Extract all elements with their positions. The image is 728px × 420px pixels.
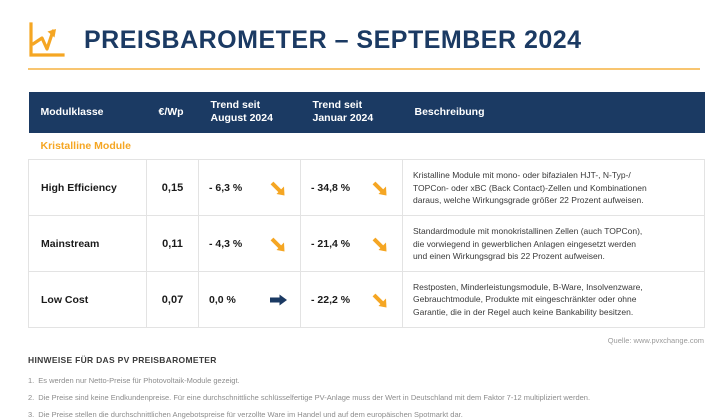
note-item: 3. Die Preise stellen die durchschnittlic…: [28, 410, 728, 420]
arrow-down-right-icon: [370, 290, 390, 310]
note-item: 2. Die Preise sind keine Endkundenpreise.…: [28, 393, 728, 403]
cell-trend-januar: - 22,2 %: [300, 271, 403, 329]
arrow-down-right-icon: [268, 178, 288, 198]
note-text: Die Preise stellen die durchschnittliche…: [38, 410, 463, 420]
cell-eur-wp: 0,11: [146, 215, 199, 273]
barometer-table: Modulklasse €/Wp Trend seit August 2024 …: [28, 92, 705, 329]
cell-eur-wp: 0,07: [146, 271, 199, 329]
arrow-down-right-icon: [370, 178, 390, 198]
cell-modulklasse: Low Cost: [28, 271, 147, 329]
note-number: 2.: [28, 393, 35, 403]
cell-beschreibung: Kristalline Module mit mono- oder bifazi…: [402, 159, 705, 217]
cell-modulklasse: High Efficiency: [28, 159, 147, 217]
table-group-row: Kristalline Module: [28, 133, 705, 161]
column-header-trend-august-line1: Trend seit: [210, 99, 261, 111]
table-body: Kristalline Module High Efficiency 0,15 …: [28, 133, 705, 329]
cell-modulklasse: Mainstream: [28, 215, 147, 273]
trend-august-value: - 6,3 %: [209, 181, 243, 194]
table-header: Modulklasse €/Wp Trend seit August 2024 …: [28, 92, 705, 134]
table-row: Mainstream 0,11 - 4,3 %: [28, 215, 705, 273]
desc-line-2: TOPCon- oder xBC (Back Contact)-Zellen u…: [413, 182, 647, 193]
column-header-trend-august: Trend seit August 2024: [198, 92, 301, 134]
cell-trend-januar: - 21,4 %: [300, 215, 403, 273]
note-number: 1.: [28, 376, 35, 386]
arrow-right-icon: [268, 290, 288, 310]
cell-trend-august: - 6,3 %: [198, 159, 301, 217]
desc-line-2: die vorwiegend in gewerblichen Anlagen e…: [413, 238, 637, 249]
desc-line-2: Gebrauchtmodule, Produkte mit eingeschrä…: [413, 294, 637, 305]
cell-trend-august: - 4,3 %: [198, 215, 301, 273]
note-item: 1. Es werden nur Netto-Preise für Photovo…: [28, 376, 728, 386]
header-divider: [28, 68, 700, 70]
note-text: Die Preise sind keine Endkundenpreise. F…: [38, 393, 591, 403]
desc-line-3: Garantie, die in der Regel auch keine Ba…: [413, 306, 634, 317]
trend-august-value: - 4,3 %: [209, 237, 243, 250]
note-number: 3.: [28, 410, 35, 420]
table-header-row: Modulklasse €/Wp Trend seit August 2024 …: [28, 92, 705, 134]
page-header: PREISBAROMETER – SEPTEMBER 2024: [0, 0, 728, 58]
cell-trend-januar: - 34,8 %: [300, 159, 403, 217]
desc-line-1: Restposten, Minderleistungsmodule, B-War…: [413, 282, 643, 293]
cell-beschreibung: Standardmodule mit monokristallinen Zell…: [402, 215, 705, 273]
table-row: Low Cost 0,07 0,0 %: [28, 271, 705, 329]
source-note: Quelle: www.pvxchange.com: [607, 336, 704, 346]
line-chart-up-icon: [28, 22, 66, 58]
group-label-kristalline-module: Kristalline Module: [28, 133, 705, 161]
column-header-trend-januar-line2: Januar 2024: [312, 112, 374, 125]
column-header-trend-januar-line1: Trend seit: [312, 99, 363, 111]
trend-januar-value: - 34,8 %: [311, 181, 351, 194]
column-header-beschreibung: Beschreibung: [402, 92, 705, 134]
column-header-eur-wp: €/Wp: [146, 92, 199, 134]
column-header-trend-januar: Trend seit Januar 2024: [300, 92, 403, 134]
page-title: PREISBAROMETER – SEPTEMBER 2024: [84, 25, 582, 54]
trend-januar-value: - 21,4 %: [311, 237, 351, 250]
cell-beschreibung: Restposten, Minderleistungsmodule, B-War…: [402, 271, 705, 329]
trend-august-value: 0,0 %: [209, 293, 236, 306]
column-header-trend-august-line2: August 2024: [210, 112, 273, 125]
table-row: High Efficiency 0,15 - 6,3 %: [28, 159, 705, 217]
note-text: Es werden nur Netto-Preise für Photovolt…: [38, 376, 240, 386]
arrow-down-right-icon: [370, 234, 390, 254]
desc-line-1: Standardmodule mit monokristallinen Zell…: [413, 226, 643, 237]
cell-trend-august: 0,0 %: [198, 271, 301, 329]
notes-section: HINWEISE FÜR DAS PV PREISBAROMETER 1. Es …: [28, 355, 728, 420]
barometer-table-container: Modulklasse €/Wp Trend seit August 2024 …: [28, 92, 705, 329]
arrow-down-right-icon: [268, 234, 288, 254]
cell-eur-wp: 0,15: [146, 159, 199, 217]
desc-line-1: Kristalline Module mit mono- oder bifazi…: [413, 170, 631, 181]
column-header-modulklasse: Modulklasse: [28, 92, 147, 134]
trend-januar-value: - 22,2 %: [311, 293, 351, 306]
notes-title: HINWEISE FÜR DAS PV PREISBAROMETER: [28, 355, 217, 366]
desc-line-3: daraus, welche Wirkungsgrade größer 22 P…: [413, 194, 644, 205]
desc-line-3: und einen Wirkungsgrad bis 22 Prozent au…: [413, 250, 605, 261]
